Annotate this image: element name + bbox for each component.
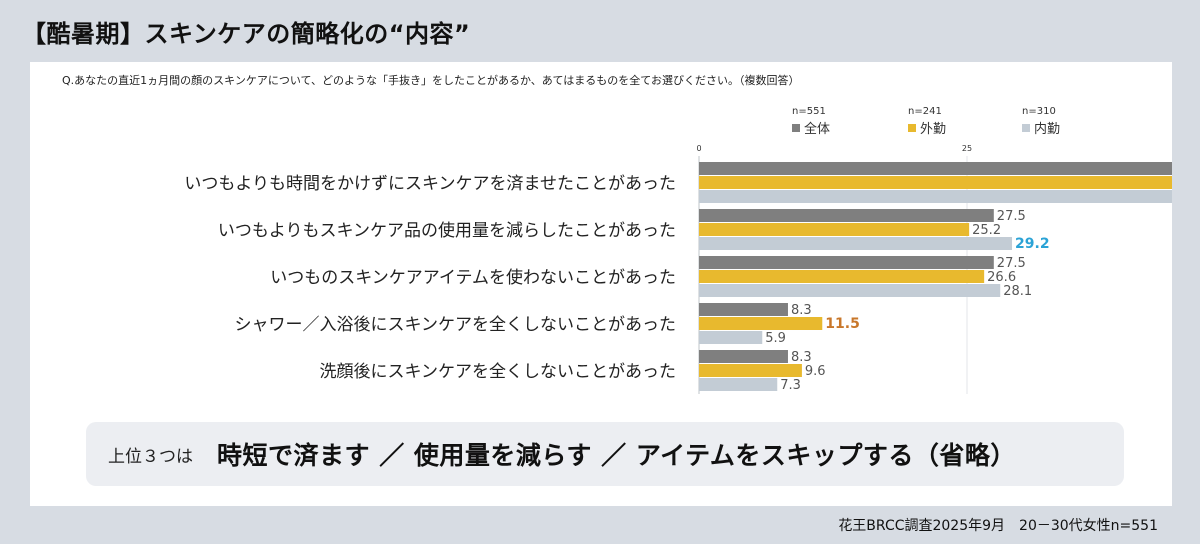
legend-entry: 全体 (804, 121, 830, 137)
bar (699, 237, 1013, 250)
bar (699, 223, 970, 236)
page-title: 【酷暑期】スキンケアの簡略化の“内容” (22, 20, 471, 48)
data-label: 5.9 (765, 331, 786, 346)
data-label: 11.5 (825, 316, 860, 332)
bar (699, 162, 1172, 175)
survey-question: Q.あなたの直近1ヵ月間の顔のスキンケアについて、どのような「手抜き」をしたこと… (62, 74, 800, 87)
bar (699, 303, 788, 316)
legend-swatch (908, 124, 916, 132)
legend-n-label: n=310 (1022, 106, 1056, 117)
bar (699, 350, 788, 363)
bar (699, 284, 1001, 297)
data-label: 27.5 (997, 209, 1026, 224)
summary-box: 上位３つは 時短で済ます ／ 使用量を減らす ／ アイテムをスキップする（省略） (86, 422, 1124, 486)
legend-swatch (1022, 124, 1030, 132)
bar (699, 176, 1172, 189)
bar (699, 378, 778, 391)
data-label: 25.2 (972, 223, 1001, 238)
data-label: 27.5 (997, 256, 1026, 271)
category-label: 洗顔後にスキンケアを全くしないことがあった (320, 362, 677, 382)
data-label: 29.2 (1015, 236, 1050, 252)
category-label: いつものスキンケアアイテムを使わないことがあった (270, 267, 676, 288)
bar-chart: 0255075n=551全体n=241外勤n=310内勤いつもよりも時間をかけず… (184, 106, 1172, 394)
category-label: いつもよりも時間をかけずにスキンケアを済ませたことがあった (184, 174, 676, 194)
data-label: 9.6 (805, 364, 826, 379)
data-label: 26.6 (987, 270, 1016, 285)
chart-panel: Q.あなたの直近1ヵ月間の顔のスキンケアについて、どのような「手抜き」をしたこと… (30, 62, 1172, 506)
legend-n-label: n=241 (908, 106, 942, 117)
legend-entry: 内勤 (1034, 121, 1060, 137)
bar (699, 317, 823, 330)
source-footnote: 花王BRCC調査2025年9月 20－30代女性n=551 (838, 518, 1158, 534)
data-label: 28.1 (1003, 284, 1032, 299)
bar (699, 209, 994, 222)
legend-swatch (792, 124, 800, 132)
legend-n-label: n=551 (792, 106, 826, 117)
bar (699, 270, 985, 283)
category-label: シャワー／入浴後にスキンケアを全くしないことがあった (235, 315, 677, 335)
data-label: 8.3 (791, 303, 812, 318)
legend-entry: 外勤 (920, 122, 946, 137)
x-tick-label: 25 (962, 144, 972, 153)
summary-main: 時短で済ます ／ 使用量を減らす ／ アイテムをスキップする（省略） (217, 441, 1016, 470)
bar (699, 364, 802, 377)
bar (699, 331, 763, 344)
summary-lead: 上位３つは (108, 446, 193, 467)
category-label: いつもよりもスキンケア品の使用量を減らしたことがあった (218, 220, 676, 241)
x-tick-label: 0 (696, 144, 701, 153)
data-label: 7.3 (780, 378, 801, 393)
data-label: 8.3 (791, 350, 812, 365)
bar (699, 256, 994, 269)
bar (699, 190, 1172, 203)
